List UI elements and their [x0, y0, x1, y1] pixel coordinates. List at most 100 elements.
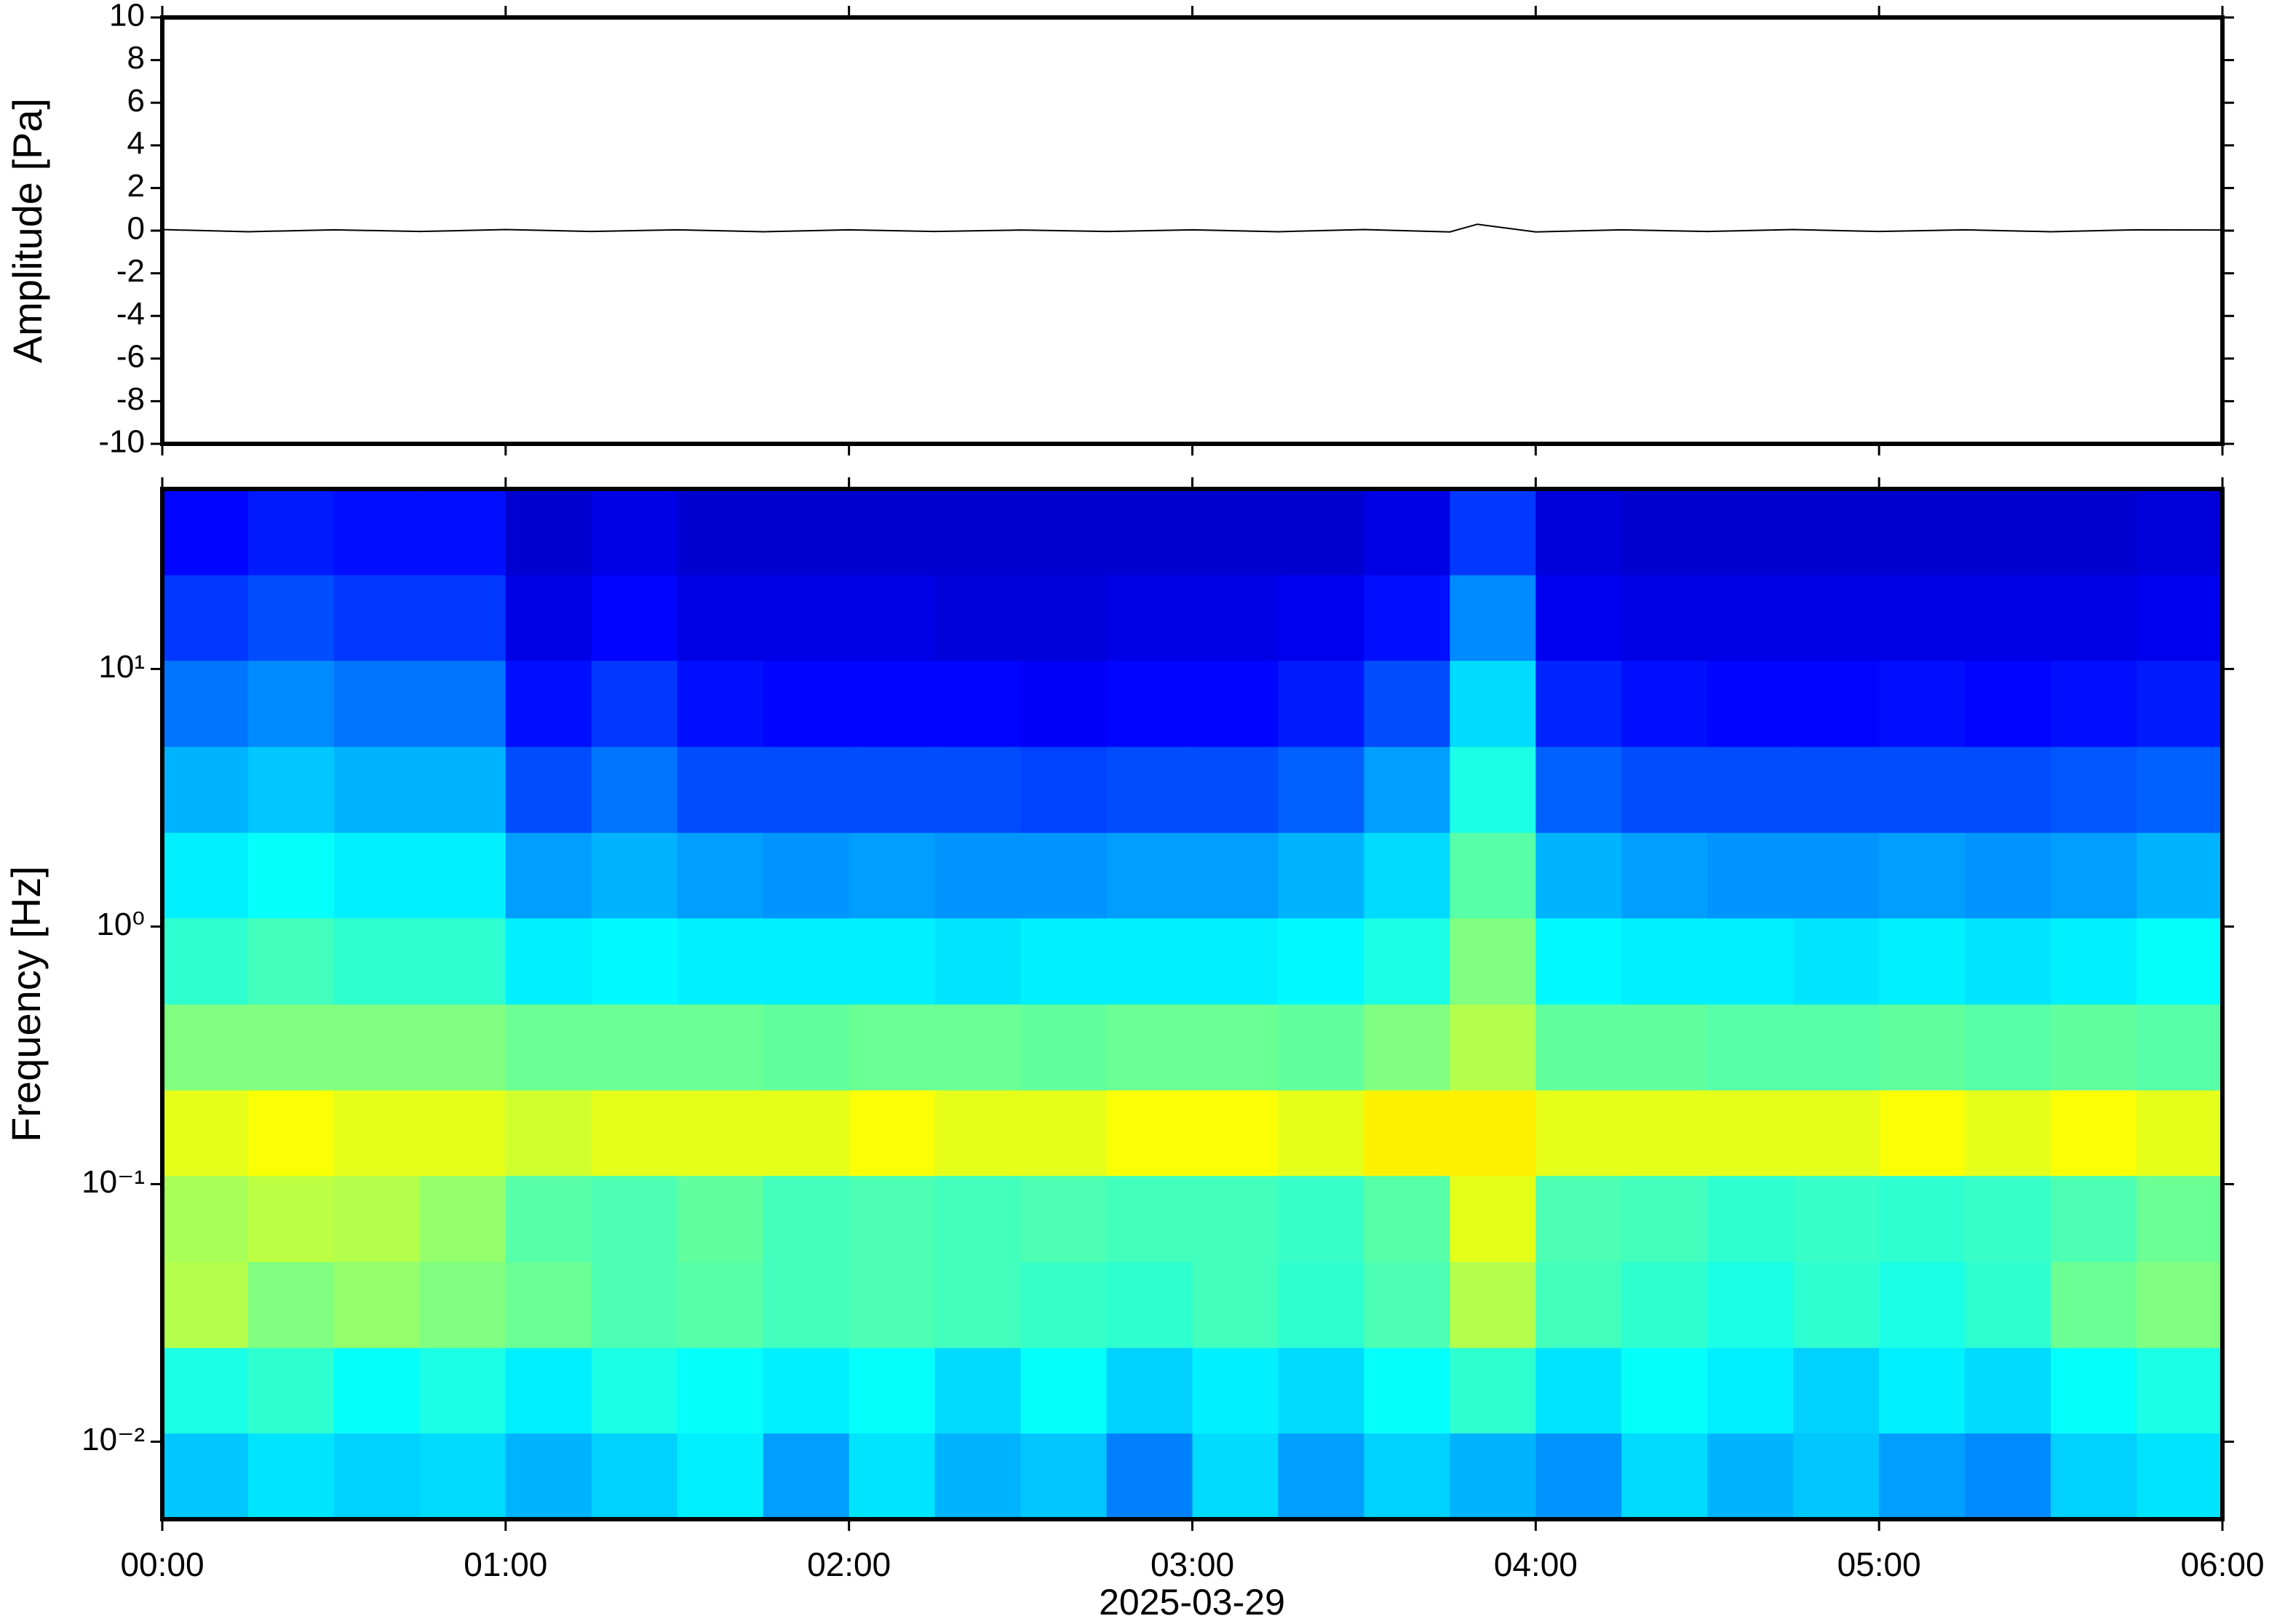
- spectrogram-cell: [1192, 918, 1279, 1005]
- spectrogram-cell: [505, 747, 592, 833]
- spectrogram-cell: [1020, 1262, 1108, 1348]
- spectrogram-cell: [934, 1090, 1022, 1177]
- spectrogram-cell: [1621, 1348, 1708, 1434]
- spectrogram-cell: [1020, 832, 1108, 919]
- spectrogram-cell: [1707, 660, 1794, 747]
- spectrogram-cell: [1192, 1433, 1279, 1520]
- spectrogram-cell: [162, 918, 249, 1005]
- y-tick-label: 8: [127, 40, 145, 76]
- y-tick-label: 10⁻¹: [82, 1164, 145, 1200]
- spectrogram-cell: [1621, 489, 1708, 576]
- spectrogram-cell: [849, 1004, 936, 1091]
- spectrogram-cell: [505, 918, 592, 1005]
- spectrogram-cell: [1364, 1175, 1450, 1262]
- spectrogram-cell: [1793, 747, 1880, 833]
- spectrogram-cell: [1364, 1090, 1450, 1177]
- spectrogram-cell: [1450, 747, 1536, 833]
- spectrogram-cell: [849, 660, 936, 747]
- spectrogram-cell: [1535, 1090, 1622, 1177]
- spectrogram-cell: [1793, 832, 1880, 919]
- spectrogram-cell: [419, 747, 506, 833]
- spectrogram-cell: [1707, 1004, 1794, 1091]
- spectrogram-cell: [763, 918, 850, 1005]
- spectrogram-cell: [677, 918, 764, 1005]
- spectrogram-cell: [2137, 1004, 2223, 1091]
- spectrogram-cell: [763, 1175, 850, 1262]
- spectrogram-cell: [763, 1004, 850, 1091]
- spectrogram-cell: [934, 1004, 1022, 1091]
- y-axis-title: Frequency [Hz]: [3, 866, 49, 1142]
- spectrogram-cell: [677, 832, 764, 919]
- y-axis-title: Amplitude [Pa]: [4, 98, 50, 363]
- spectrogram-cell: [1879, 489, 1966, 576]
- spectrogram-cell: [1707, 1262, 1794, 1348]
- spectrogram-cell: [849, 1433, 936, 1520]
- spectrogram-cell: [591, 660, 678, 747]
- spectrogram-cell: [677, 1004, 764, 1091]
- spectrogram-cell: [419, 489, 506, 576]
- spectrogram-cell: [2051, 660, 2137, 747]
- spectrogram-cell: [2051, 1348, 2137, 1434]
- spectrogram-cell: [1278, 489, 1365, 576]
- spectrogram-cell: [1020, 1004, 1108, 1091]
- spectrogram-cell: [1020, 575, 1108, 661]
- spectrogram-cell: [1450, 575, 1536, 661]
- spectrogram-cell: [2137, 660, 2223, 747]
- spectrogram-cell: [1106, 1433, 1193, 1520]
- spectrogram-cell: [677, 489, 764, 576]
- spectrogram-cell: [505, 1433, 592, 1520]
- spectrogram-cell: [1535, 918, 1622, 1005]
- spectrogram-cell: [1879, 1004, 1966, 1091]
- spectrogram-cell: [505, 1090, 592, 1177]
- spectrogram-cell: [247, 918, 335, 1005]
- spectrogram-cell: [505, 1004, 592, 1091]
- spectrogram-cell: [1965, 1433, 2051, 1520]
- spectrogram-cell: [763, 1348, 850, 1434]
- spectrogram-cell: [1707, 1175, 1794, 1262]
- spectrogram-cell: [591, 1175, 678, 1262]
- spectrogram-cell: [162, 1433, 249, 1520]
- spectrogram-cell: [591, 747, 678, 833]
- spectrogram-cell: [1450, 1433, 1536, 1520]
- spectrogram-cell: [247, 1433, 335, 1520]
- spectrogram-cell: [1879, 1262, 1966, 1348]
- spectrogram-cell: [1192, 1348, 1279, 1434]
- spectrogram-cell: [162, 832, 249, 919]
- spectrogram-cell: [1707, 747, 1794, 833]
- spectrogram-cell: [763, 832, 850, 919]
- spectrogram-cell: [1707, 1433, 1794, 1520]
- spectrogram-cell: [934, 489, 1022, 576]
- spectrogram-cell: [1364, 1433, 1450, 1520]
- spectrogram-cell: [2051, 1175, 2137, 1262]
- spectrogram-cell: [677, 1433, 764, 1520]
- x-tick-label: 03:00: [1151, 1545, 1234, 1583]
- spectrogram-cell: [419, 1348, 506, 1434]
- spectrogram-cell: [849, 747, 936, 833]
- spectrogram-cell: [1106, 660, 1193, 747]
- y-tick-label: -2: [116, 253, 145, 289]
- spectrogram-cell: [2051, 575, 2137, 661]
- spectrogram-cell: [1450, 832, 1536, 919]
- spectrogram-cell: [1278, 747, 1365, 833]
- spectrogram-cell: [1793, 918, 1880, 1005]
- spectrogram-cell: [1192, 660, 1279, 747]
- spectrogram-cell: [247, 575, 335, 661]
- spectrogram-cell: [1364, 1348, 1450, 1434]
- spectrogram-cell: [1450, 489, 1536, 576]
- spectrogram-cell: [1965, 1262, 2051, 1348]
- y-tick-label: 10: [109, 0, 145, 33]
- spectrogram-cell: [247, 1175, 335, 1262]
- spectrogram-cell: [2137, 1090, 2223, 1177]
- spectrogram-cell: [162, 660, 249, 747]
- spectrogram-cell: [1278, 575, 1365, 661]
- spectrogram-cell: [677, 575, 764, 661]
- y-tick-label: 10¹: [98, 649, 145, 685]
- x-tick-label: 05:00: [1837, 1545, 1921, 1583]
- spectrogram-cell: [1020, 747, 1108, 833]
- spectrogram-cell: [1450, 1175, 1536, 1262]
- y-tick-label: -6: [116, 338, 145, 374]
- spectrogram-cell: [2137, 575, 2223, 661]
- spectrogram-cell: [1965, 1004, 2051, 1091]
- spectrogram-cell: [934, 747, 1022, 833]
- spectrogram-cell: [1879, 1348, 1966, 1434]
